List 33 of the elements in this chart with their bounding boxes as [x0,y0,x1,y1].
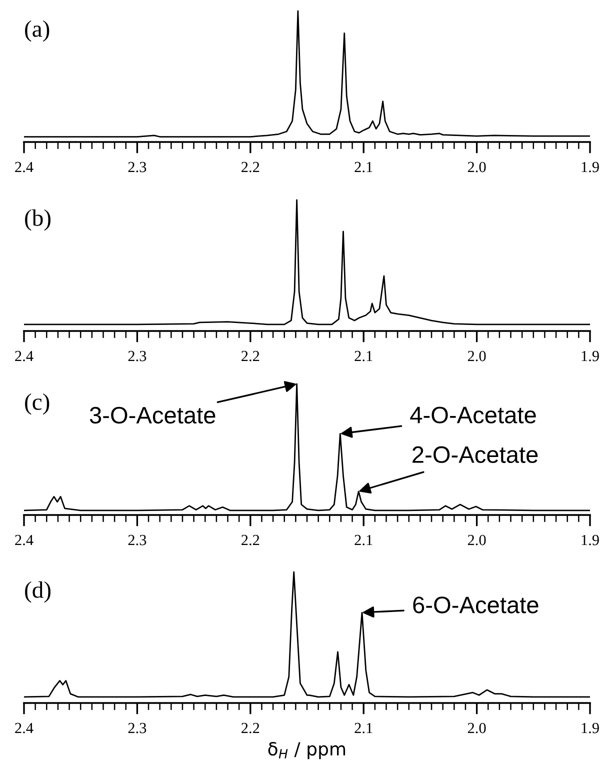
x-tick-label: 2.2 [242,350,260,362]
x-tick-label: 2.0 [468,162,486,172]
x-tick-label: 2.2 [242,534,260,546]
x-tick-label: 1.9 [582,722,599,734]
annotation: 6-O-Acetate [413,596,538,614]
x-axis-title: δ$_{H}$ / ppm [268,742,346,760]
x-tick-label: 2.4 [15,162,34,172]
x-tick-label: 2.2 [242,722,260,734]
x-tick-label: 1.9 [582,162,599,172]
annotation: 2-O-Acetate [412,446,538,464]
x-tick-label: 2.3 [128,350,146,362]
x-tick-label: 2.0 [468,722,486,734]
x-tick-label: 2.2 [242,162,260,172]
x-tick-label: 2.3 [128,534,146,546]
x-tick-label: 2.1 [354,722,372,734]
chart-title: (a) [25,20,50,42]
x-tick-label: 2.1 [354,534,372,546]
annotation: 3-O-Acetate [90,406,216,424]
x-tick-label: 2.3 [128,722,146,734]
chart-title: (c) [25,393,50,415]
x-tick-label: 1.9 [582,350,599,362]
x-tick-label: 1.9 [582,534,599,546]
x-tick-label: 2.0 [468,350,486,362]
x-tick-label: 2.4 [15,350,34,362]
x-tick-label: 2.4 [15,534,34,546]
x-tick-label: 2.3 [128,162,146,172]
x-tick-label: 2.4 [15,722,34,734]
chart-title: (d) [25,581,50,603]
x-tick-label: 2.0 [468,534,486,546]
x-tick-label: 2.1 [354,162,372,172]
chart-title: (b) [25,209,50,231]
x-tick-label: 2.1 [354,350,372,362]
annotation: 4-O-Acetate [410,406,536,424]
